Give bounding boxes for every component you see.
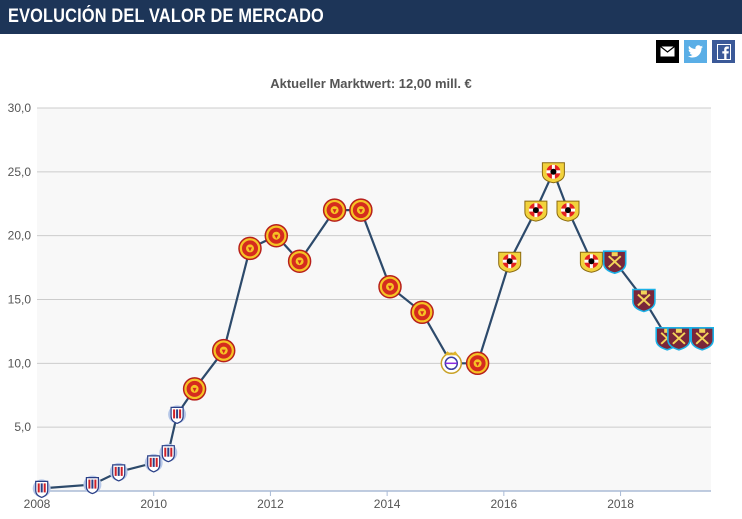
email-share-button[interactable] [656,40,679,63]
y-tick-label: 10,0 [8,356,32,370]
x-tick-label: 2008 [24,497,51,511]
page-title: EVOLUCIÓN DEL VALOR DE MERCADO [8,6,324,27]
data-point [556,200,580,222]
y-tick-label: 20,0 [8,229,32,243]
data-point [498,251,522,273]
x-tick-label: 2014 [374,497,401,511]
data-point [168,405,187,425]
data-point [378,274,402,299]
y-tick-label: 5,0 [14,420,31,434]
data-point [541,162,565,184]
x-tick-label: 2018 [607,497,634,511]
data-point [182,377,207,401]
data-point [349,198,373,222]
x-tick-label: 2012 [257,497,284,511]
twitter-icon [688,45,703,58]
y-tick-label: 15,0 [8,293,32,307]
data-point [264,223,289,248]
data-point [440,351,463,375]
x-tick-label: 2016 [490,497,517,511]
y-tick-label: 30,0 [8,101,32,115]
data-point [159,443,178,463]
data-point [287,249,312,273]
x-tick-label: 2010 [140,497,167,511]
data-point [524,200,548,222]
twitter-share-button[interactable] [684,40,707,63]
facebook-share-button[interactable] [712,40,735,63]
data-point [579,251,603,273]
data-point [109,462,128,482]
data-point [410,300,434,325]
data-point [32,479,51,499]
data-point [83,475,102,495]
data-point [144,453,163,473]
facebook-icon [716,43,731,60]
chart-title: Aktueller Marktwert: 12,00 mill. € [270,76,472,91]
data-point [632,288,656,313]
data-point [465,351,490,376]
email-icon [660,46,675,57]
data-point [322,198,347,222]
data-point [667,326,691,351]
data-point [690,326,715,351]
data-point [211,338,236,363]
header-bar: EVOLUCIÓN DEL VALOR DE MERCADO [0,0,742,34]
data-point [238,236,262,261]
data-point [602,250,627,275]
y-tick-label: 25,0 [8,165,32,179]
